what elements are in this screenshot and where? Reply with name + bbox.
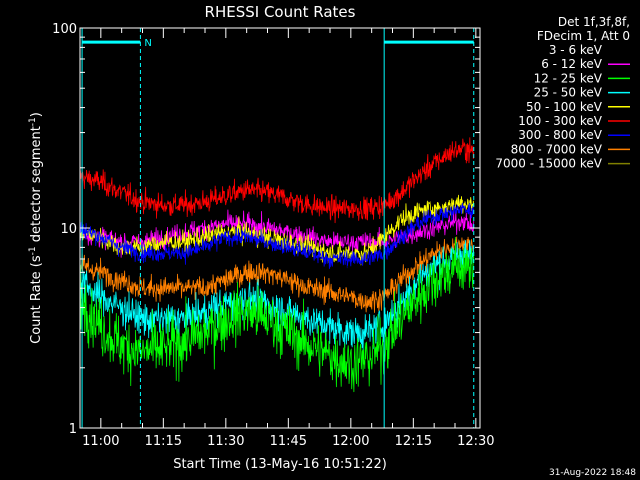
legend-header-detectors: Det 1f,3f,8f, xyxy=(558,15,630,29)
legend-label-3: 12 - 25 keV xyxy=(534,71,603,85)
x-tick-label-6: 12:15 xyxy=(395,434,432,449)
series-layer xyxy=(79,137,475,393)
legend-header-decimation: FDecim 1, Att 0 xyxy=(537,29,630,43)
x-tick-label-1: 11:00 xyxy=(82,434,119,449)
y-label-end: ) xyxy=(29,112,44,117)
overlay-layer: N xyxy=(81,28,475,428)
x-tick-label-4: 11:45 xyxy=(270,434,307,449)
y-label-sup-1: -1 xyxy=(28,246,38,255)
legend-label-4: 25 - 50 keV xyxy=(534,86,603,100)
x-tick-label-5: 12:00 xyxy=(332,434,369,449)
legend-label-7: 300 - 800 keV xyxy=(518,128,602,142)
series-line-8 xyxy=(79,237,475,393)
segment-label-1: N xyxy=(144,38,151,49)
series-line-3 xyxy=(79,194,475,266)
axis-layer: 11:00 11:15 11:30 11:45 12:00 12:15 12:30 1 10 10… xyxy=(52,22,494,449)
x-tick-label-3: 11:30 xyxy=(207,434,244,449)
x-axis-label: Start Time (13-May-16 10:51:22) xyxy=(173,457,387,472)
y-tick-label-1: 1 xyxy=(69,422,77,437)
series-line-6 xyxy=(79,236,475,313)
legend-label-1: 3 - 6 keV xyxy=(549,43,603,57)
series-line-4 xyxy=(79,202,475,269)
legend-label-9: 7000 - 15000 keV xyxy=(495,157,602,171)
legend-label-8: 800 - 7000 keV xyxy=(511,142,603,156)
chart-title: RHESSI Count Rates xyxy=(205,3,356,21)
y-tick-label-2: 10 xyxy=(60,222,77,237)
x-tick-label-7: 12:30 xyxy=(457,434,494,449)
legend-label-6: 100 - 300 keV xyxy=(518,114,602,128)
y-label-mid: detector segment xyxy=(29,126,44,246)
y-label-sup-2: -1 xyxy=(28,117,38,126)
footer-timestamp: 31-Aug-2022 18:48 xyxy=(549,468,636,478)
legend: Det 1f,3f,8f, FDecim 1, Att 0 3 - 6 keV6… xyxy=(495,15,630,171)
y-tick-label-3: 100 xyxy=(52,22,77,37)
legend-label-2: 6 - 12 keV xyxy=(541,57,603,71)
series-line-1 xyxy=(79,137,475,224)
y-axis-label: Count Rate (s-1 detector segment-1) xyxy=(28,112,44,344)
series-line-2 xyxy=(79,209,475,258)
y-label-main: Count Rate (s xyxy=(29,255,44,344)
x-tick-label-2: 11:15 xyxy=(145,434,182,449)
legend-label-5: 50 - 100 keV xyxy=(526,100,603,114)
